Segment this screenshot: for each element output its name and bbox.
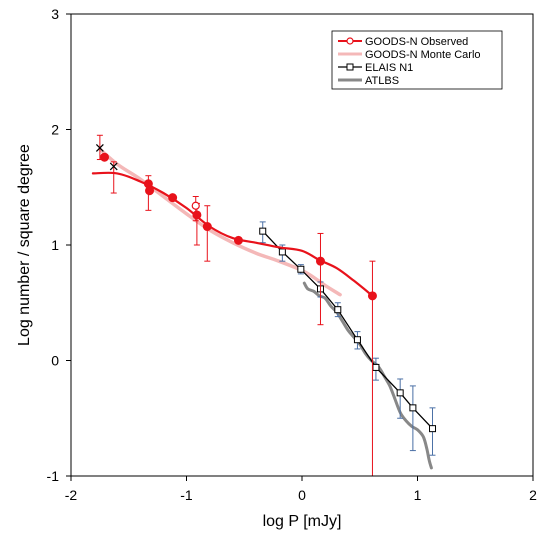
goods-n-observed-line [91, 171, 374, 297]
legend-label: GOODS-N Monte Carlo [365, 49, 481, 61]
axes: -2 -1 0 1 2 -1 0 1 2 3 [47, 6, 538, 503]
x-tick-label: -2 [65, 487, 78, 503]
goods-n-monte-carlo-line [98, 147, 342, 297]
goods-n-point [109, 162, 118, 171]
legend-marker-elais-n1 [346, 63, 354, 71]
y-tick-label: 3 [51, 6, 59, 22]
elais-n1-point [396, 389, 404, 397]
elais-n1-line [262, 230, 433, 430]
x-tick-label: 2 [529, 487, 537, 503]
elais-n1-point [278, 248, 286, 256]
y-tick-label: 2 [51, 122, 59, 138]
elais-n1-point [353, 336, 361, 344]
y-tick-label: -1 [47, 468, 60, 484]
x-axis-title: log P [mJy] [263, 513, 342, 530]
elais-n1-point [372, 363, 380, 371]
y-tick-label: 1 [51, 237, 59, 253]
elais-n1-point [334, 306, 342, 314]
goods-n-point [95, 144, 104, 152]
x-tick-label: 1 [414, 487, 422, 503]
x-tick-label: 0 [298, 487, 306, 503]
goods-n-point [315, 256, 325, 266]
y-tick-label: 0 [51, 353, 59, 369]
plot-area [91, 134, 437, 477]
goods-n-point [367, 291, 377, 301]
goods-n-point [233, 235, 243, 245]
goods-n-point [168, 193, 178, 203]
elais-n1-point [297, 265, 305, 273]
goods-n-point [99, 152, 109, 162]
elais-n1-point [259, 227, 267, 235]
y-axis-title: Log number / square degree [16, 144, 33, 346]
legend-label: ELAIS N1 [365, 62, 413, 74]
atlbs-line [302, 281, 433, 470]
elais-n1-point [409, 404, 417, 412]
goods-n-point [192, 210, 202, 220]
elais-n1-point [429, 425, 437, 433]
legend-label: GOODS-N Observed [365, 36, 468, 48]
goods-n-point [202, 222, 212, 232]
legend-label: ATLBS [365, 75, 399, 87]
goods-n-point [145, 186, 155, 196]
x-tick-label: -1 [180, 487, 193, 503]
goods-n-point [191, 201, 200, 210]
legend-marker-goods-n-observed [346, 37, 354, 45]
